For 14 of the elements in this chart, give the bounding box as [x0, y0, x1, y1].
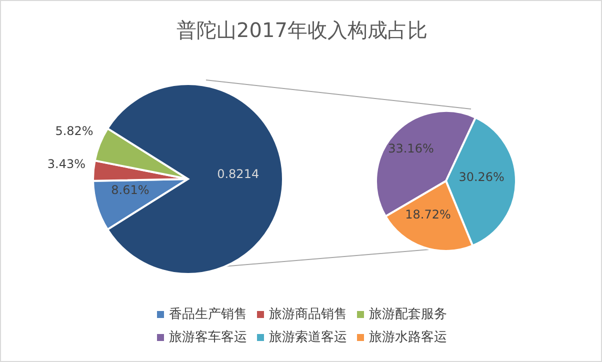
legend-label: 旅游配套服务 — [369, 306, 447, 323]
data-label: 3.43% — [47, 156, 86, 171]
legend-label: 旅游水路客运 — [369, 329, 447, 346]
chart-title: 普陀山2017年收入构成占比 — [176, 17, 428, 44]
data-label: 8.61% — [111, 182, 150, 197]
data-label: 18.72% — [405, 207, 451, 222]
legend-label: 旅游索道客运 — [269, 329, 347, 346]
legend-label: 旅游客车客运 — [169, 329, 247, 346]
legend-label: 旅游商品销售 — [269, 306, 347, 323]
data-label: 30.26% — [458, 170, 504, 184]
legend-label: 香品生产销售 — [169, 306, 247, 323]
data-label: 5.82% — [55, 124, 94, 138]
data-label: 33.16% — [388, 142, 434, 156]
data-label: 0.8214 — [217, 167, 260, 181]
